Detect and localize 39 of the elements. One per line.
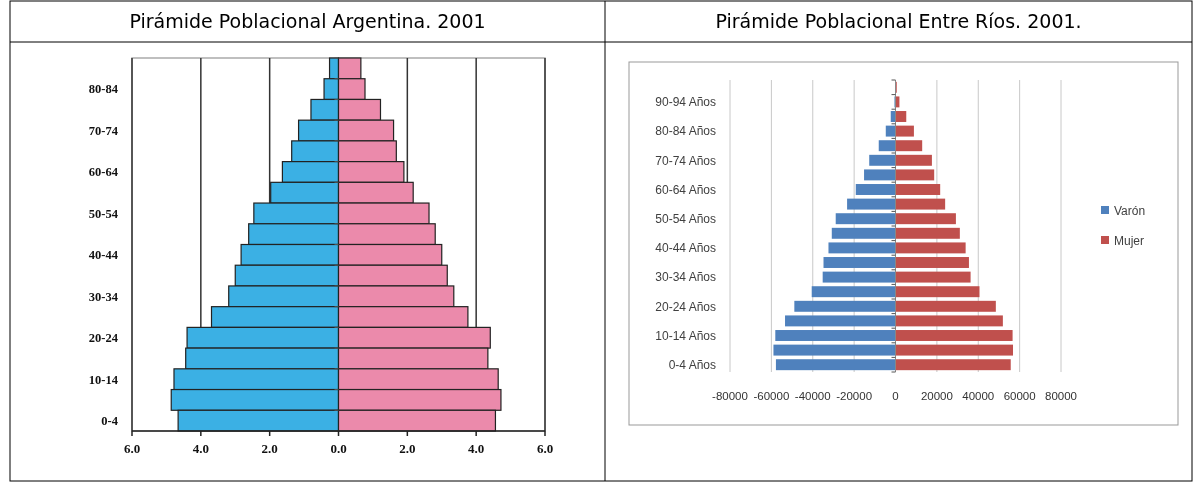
y-tick-label: 70-74 Años (655, 153, 716, 168)
y-tick-label: 50-54 Años (655, 211, 716, 226)
y-tick-label: 20-24 (88, 331, 119, 346)
y-tick-label: 40-44 (88, 248, 119, 263)
x-tick-label: 2.0 (399, 441, 416, 456)
x-tick-label: 20000 (920, 390, 953, 402)
legend-label: Mujer (1114, 234, 1145, 249)
y-tick-label: 10-14 (88, 372, 119, 387)
y-tick-label: 0-4 (101, 414, 119, 429)
x-tick-label: 60000 (1003, 390, 1036, 402)
x-tick-label: 4.0 (192, 441, 209, 456)
chart-title: Pirámide Poblacional Entre Ríos. 2001. (715, 10, 1082, 32)
y-tick-label: 0-4 Años (668, 357, 716, 372)
legend-label: Varón (1114, 204, 1146, 219)
y-tick-label: 40-44 Años (655, 241, 716, 256)
x-tick-label: 6.0 (536, 441, 554, 456)
y-tick-label: 10-14 Años (655, 328, 716, 343)
y-tick-label: 60-64 Años (655, 182, 716, 197)
y-tick-label: 20-24 Años (655, 299, 716, 314)
x-tick-label: 40000 (962, 390, 995, 402)
x-tick-label: 6.0 (123, 441, 141, 456)
y-tick-label: 70-74 (88, 123, 119, 138)
x-tick-label: -60000 (753, 390, 790, 402)
y-tick-label: 60-64 (88, 165, 119, 180)
x-tick-label: 80000 (1045, 390, 1077, 402)
chart-title: Pirámide Poblacional Argentina. 2001 (129, 10, 486, 32)
y-tick-label: 90-94 Años (655, 95, 716, 110)
x-tick-label: -40000 (794, 390, 831, 402)
x-tick-label: 0.0 (330, 441, 347, 456)
y-tick-label: 80-84 (88, 82, 119, 97)
y-tick-label: 50-54 (88, 206, 119, 221)
x-tick-label: 0 (892, 390, 899, 402)
x-tick-label: -80000 (712, 390, 748, 402)
x-tick-label: -20000 (836, 390, 873, 402)
x-tick-label: 4.0 (468, 441, 485, 456)
y-tick-label: 30-34 (88, 289, 119, 304)
x-tick-label: 2.0 (261, 441, 278, 456)
y-tick-label: 30-34 Años (655, 270, 716, 285)
y-tick-label: 80-84 Años (655, 124, 716, 139)
